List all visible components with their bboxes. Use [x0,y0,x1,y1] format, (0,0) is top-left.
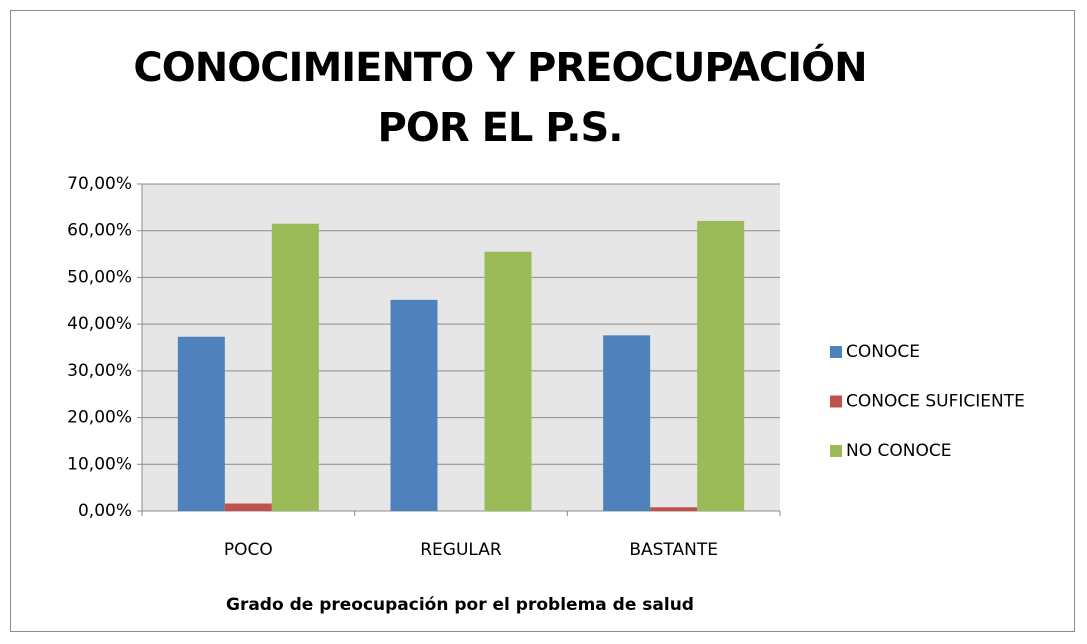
y-tick-label: 60,00% [67,221,132,241]
legend-label: NO CONOCE [846,441,951,461]
x-tick-label: BASTANTE [629,540,718,560]
y-tick-label: 50,00% [67,267,132,287]
bar [224,503,272,511]
bar [603,335,651,511]
legend-label: CONOCE SUFICIENTE [846,392,1025,412]
y-tick-label: 30,00% [67,361,132,381]
legend-label: CONOCE [846,342,920,362]
y-tick-label: 20,00% [67,408,132,428]
x-tick-label: REGULAR [420,540,502,560]
bar [697,220,745,511]
plot-area [142,184,780,511]
bar [484,251,532,511]
legend-swatch [830,346,842,358]
bar [650,507,698,511]
y-tick-label: 0,00% [78,501,132,521]
y-tick-label: 70,00% [67,174,132,194]
chart-title: CONOCIMIENTO Y PREOCUPACIÓN POR EL P.S. [133,45,867,151]
legend-swatch [830,445,842,457]
legend-swatch [830,395,842,408]
bar [271,223,319,511]
y-tick-label: 10,00% [67,454,132,474]
bar [390,299,438,511]
y-tick-label: 40,00% [67,314,132,334]
bar [177,336,225,511]
x-axis-title: Grado de preocupación por el problema de… [226,595,694,615]
x-tick-label: POCO [224,540,273,560]
